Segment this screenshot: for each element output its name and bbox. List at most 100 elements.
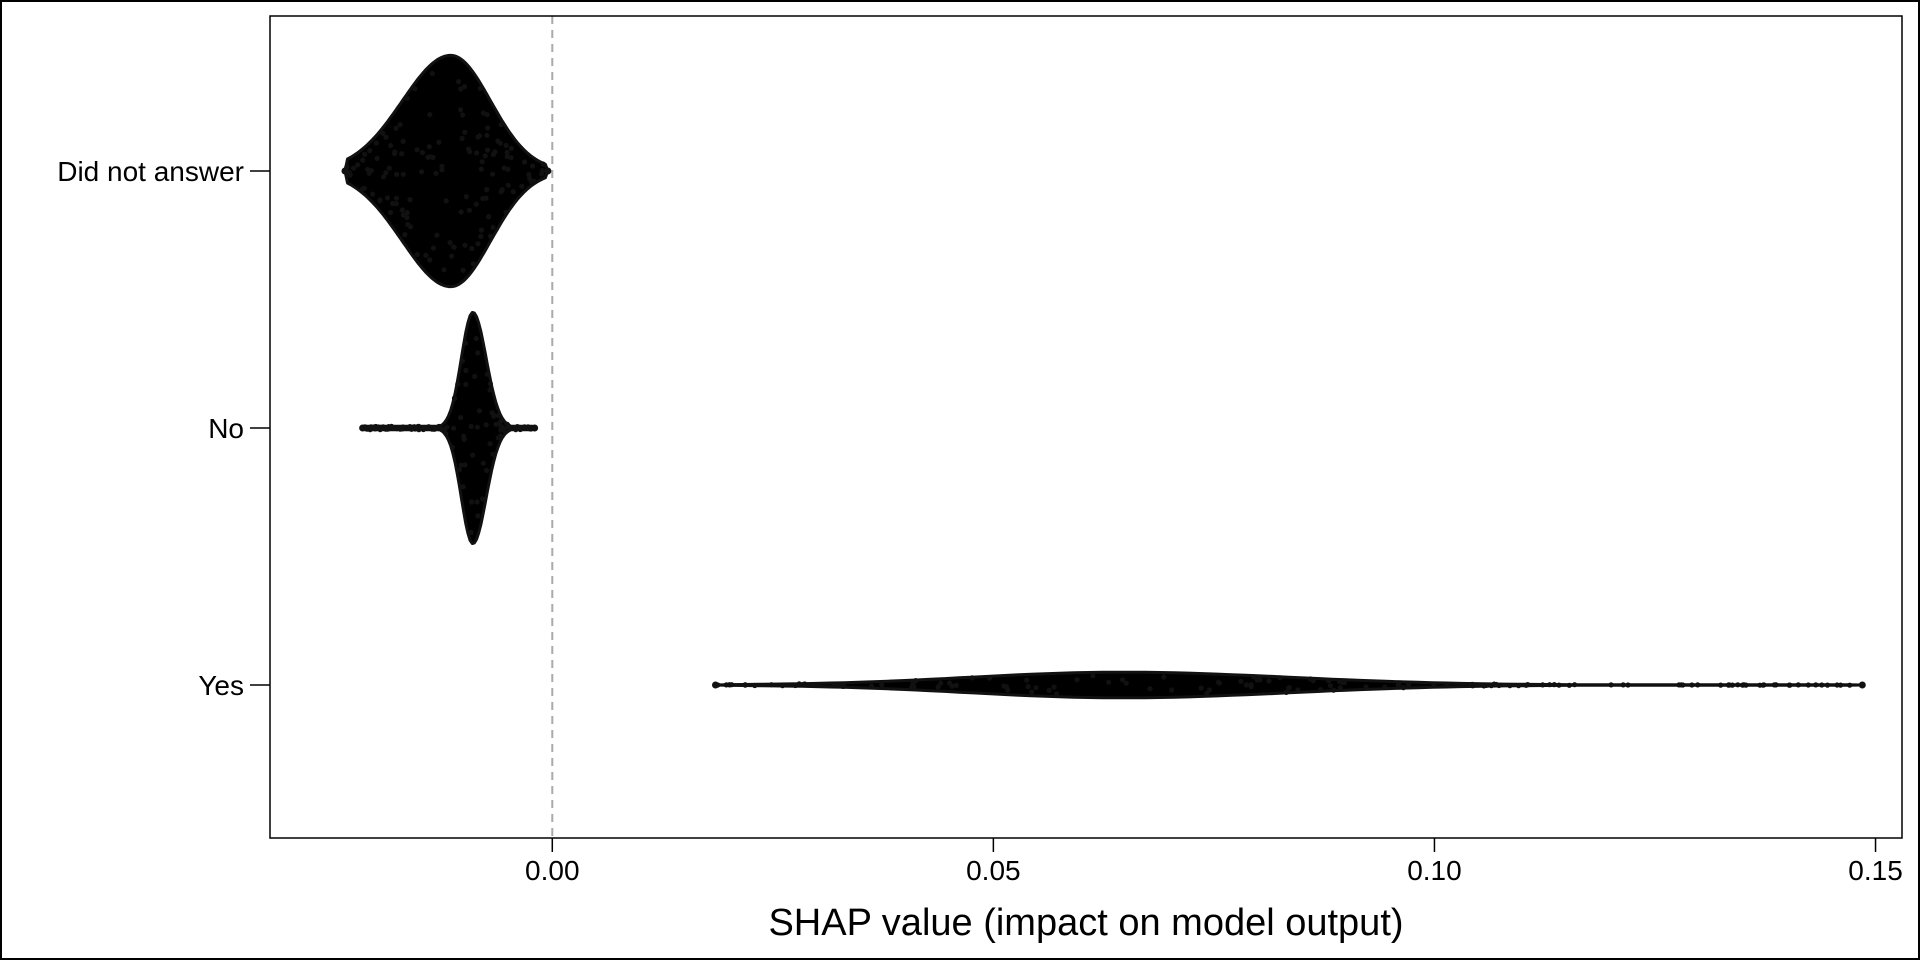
violin-point <box>463 367 469 374</box>
violin-point <box>486 213 492 220</box>
violin-point <box>488 233 494 239</box>
violin-point <box>468 529 474 535</box>
violin-point <box>472 373 478 379</box>
violin-point <box>792 682 798 689</box>
violin-point <box>530 163 536 169</box>
violin-point <box>1507 683 1513 689</box>
violin-point <box>935 684 941 690</box>
violin-point <box>752 682 758 689</box>
violin-point <box>1608 682 1614 688</box>
violin-point <box>487 381 493 387</box>
violin-point <box>437 425 443 431</box>
violin-point <box>1123 680 1129 686</box>
violin-point <box>1001 683 1007 689</box>
violin-point <box>423 252 429 258</box>
violin-point <box>1382 684 1388 690</box>
violin-point <box>387 209 394 216</box>
violin-point <box>418 169 425 175</box>
violin-did-not-answer <box>343 53 550 289</box>
violin-point <box>498 418 504 424</box>
violin-point <box>1090 673 1096 679</box>
violin-point <box>478 166 484 172</box>
violin-point <box>1493 681 1499 688</box>
violin-point <box>466 207 472 213</box>
violin-point <box>1787 682 1793 688</box>
violin-point <box>1046 687 1052 694</box>
violin-point <box>1295 687 1301 693</box>
violin-point <box>503 209 509 215</box>
violin-point <box>478 233 484 239</box>
violin-point <box>1243 682 1249 688</box>
violin-point <box>483 195 489 201</box>
violin-point <box>510 189 516 195</box>
violin-point <box>362 151 368 157</box>
violin-point <box>441 267 447 273</box>
violin-point <box>480 496 486 502</box>
violin-point <box>419 149 426 156</box>
violin-max-point <box>544 167 552 175</box>
violin-point <box>531 178 537 184</box>
violin-point <box>742 682 748 688</box>
violin-point <box>470 261 476 267</box>
violin-point <box>1266 678 1272 684</box>
violin-point <box>367 148 373 154</box>
violin-point <box>1718 682 1724 688</box>
violin-point <box>810 682 816 688</box>
violin-point <box>439 167 445 173</box>
violin-point <box>408 426 415 432</box>
violin-point <box>1051 684 1057 690</box>
violin-point <box>397 426 403 432</box>
violin-point <box>508 145 514 151</box>
violin-point <box>1444 682 1450 688</box>
x-tick-label: 0.15 <box>1848 855 1903 886</box>
violin-point <box>1400 685 1406 691</box>
x-tick-label: 0.00 <box>525 855 580 886</box>
violin-point <box>1726 682 1732 688</box>
violin-point <box>372 426 378 432</box>
violin-point <box>430 154 436 160</box>
violin-point <box>503 142 509 148</box>
violin-point <box>879 682 885 688</box>
violin-point <box>458 462 464 468</box>
violin-point <box>477 133 483 139</box>
violin-point <box>460 112 466 118</box>
violin-point <box>475 513 481 519</box>
x-axis: 0.00 0.05 0.10 0.15 <box>525 838 1903 886</box>
violin-point <box>456 467 462 473</box>
violin-point <box>415 424 421 430</box>
violin-point <box>490 171 496 177</box>
axes-frame <box>269 15 1903 839</box>
violin-point <box>378 425 384 432</box>
violin-point <box>1198 685 1204 691</box>
violin-point <box>1540 682 1546 688</box>
violin-point <box>474 150 480 156</box>
violin-point <box>501 426 507 432</box>
violin-point <box>1033 685 1039 691</box>
violin-point <box>463 340 469 346</box>
violin-point <box>1341 680 1347 686</box>
violin-point <box>480 460 486 466</box>
violin-point <box>381 174 387 180</box>
violin-point <box>1337 685 1343 691</box>
violin-point <box>468 423 474 430</box>
violin-point <box>1206 687 1213 693</box>
violin-point <box>392 151 398 157</box>
violin-point <box>386 165 392 171</box>
violin-point <box>814 682 820 688</box>
violin-point <box>383 134 389 140</box>
violin-point <box>421 424 427 431</box>
violin-point <box>1481 683 1487 689</box>
violin-point <box>504 149 510 155</box>
violin-point <box>414 147 420 153</box>
violin-point <box>1516 683 1522 689</box>
y-tick-label: Did not answer <box>57 156 244 187</box>
violin-point <box>455 381 461 387</box>
violin-point <box>495 412 501 419</box>
plot-area: Did not answer No Yes 0.00 0.05 0.10 0.15 SHA… <box>57 15 1903 944</box>
violin-point <box>487 387 493 393</box>
violin-point <box>458 209 464 215</box>
violin-point <box>1251 674 1257 680</box>
violin-point <box>400 212 406 218</box>
y-tick-label: Yes <box>198 670 244 701</box>
violin-point <box>397 122 403 128</box>
